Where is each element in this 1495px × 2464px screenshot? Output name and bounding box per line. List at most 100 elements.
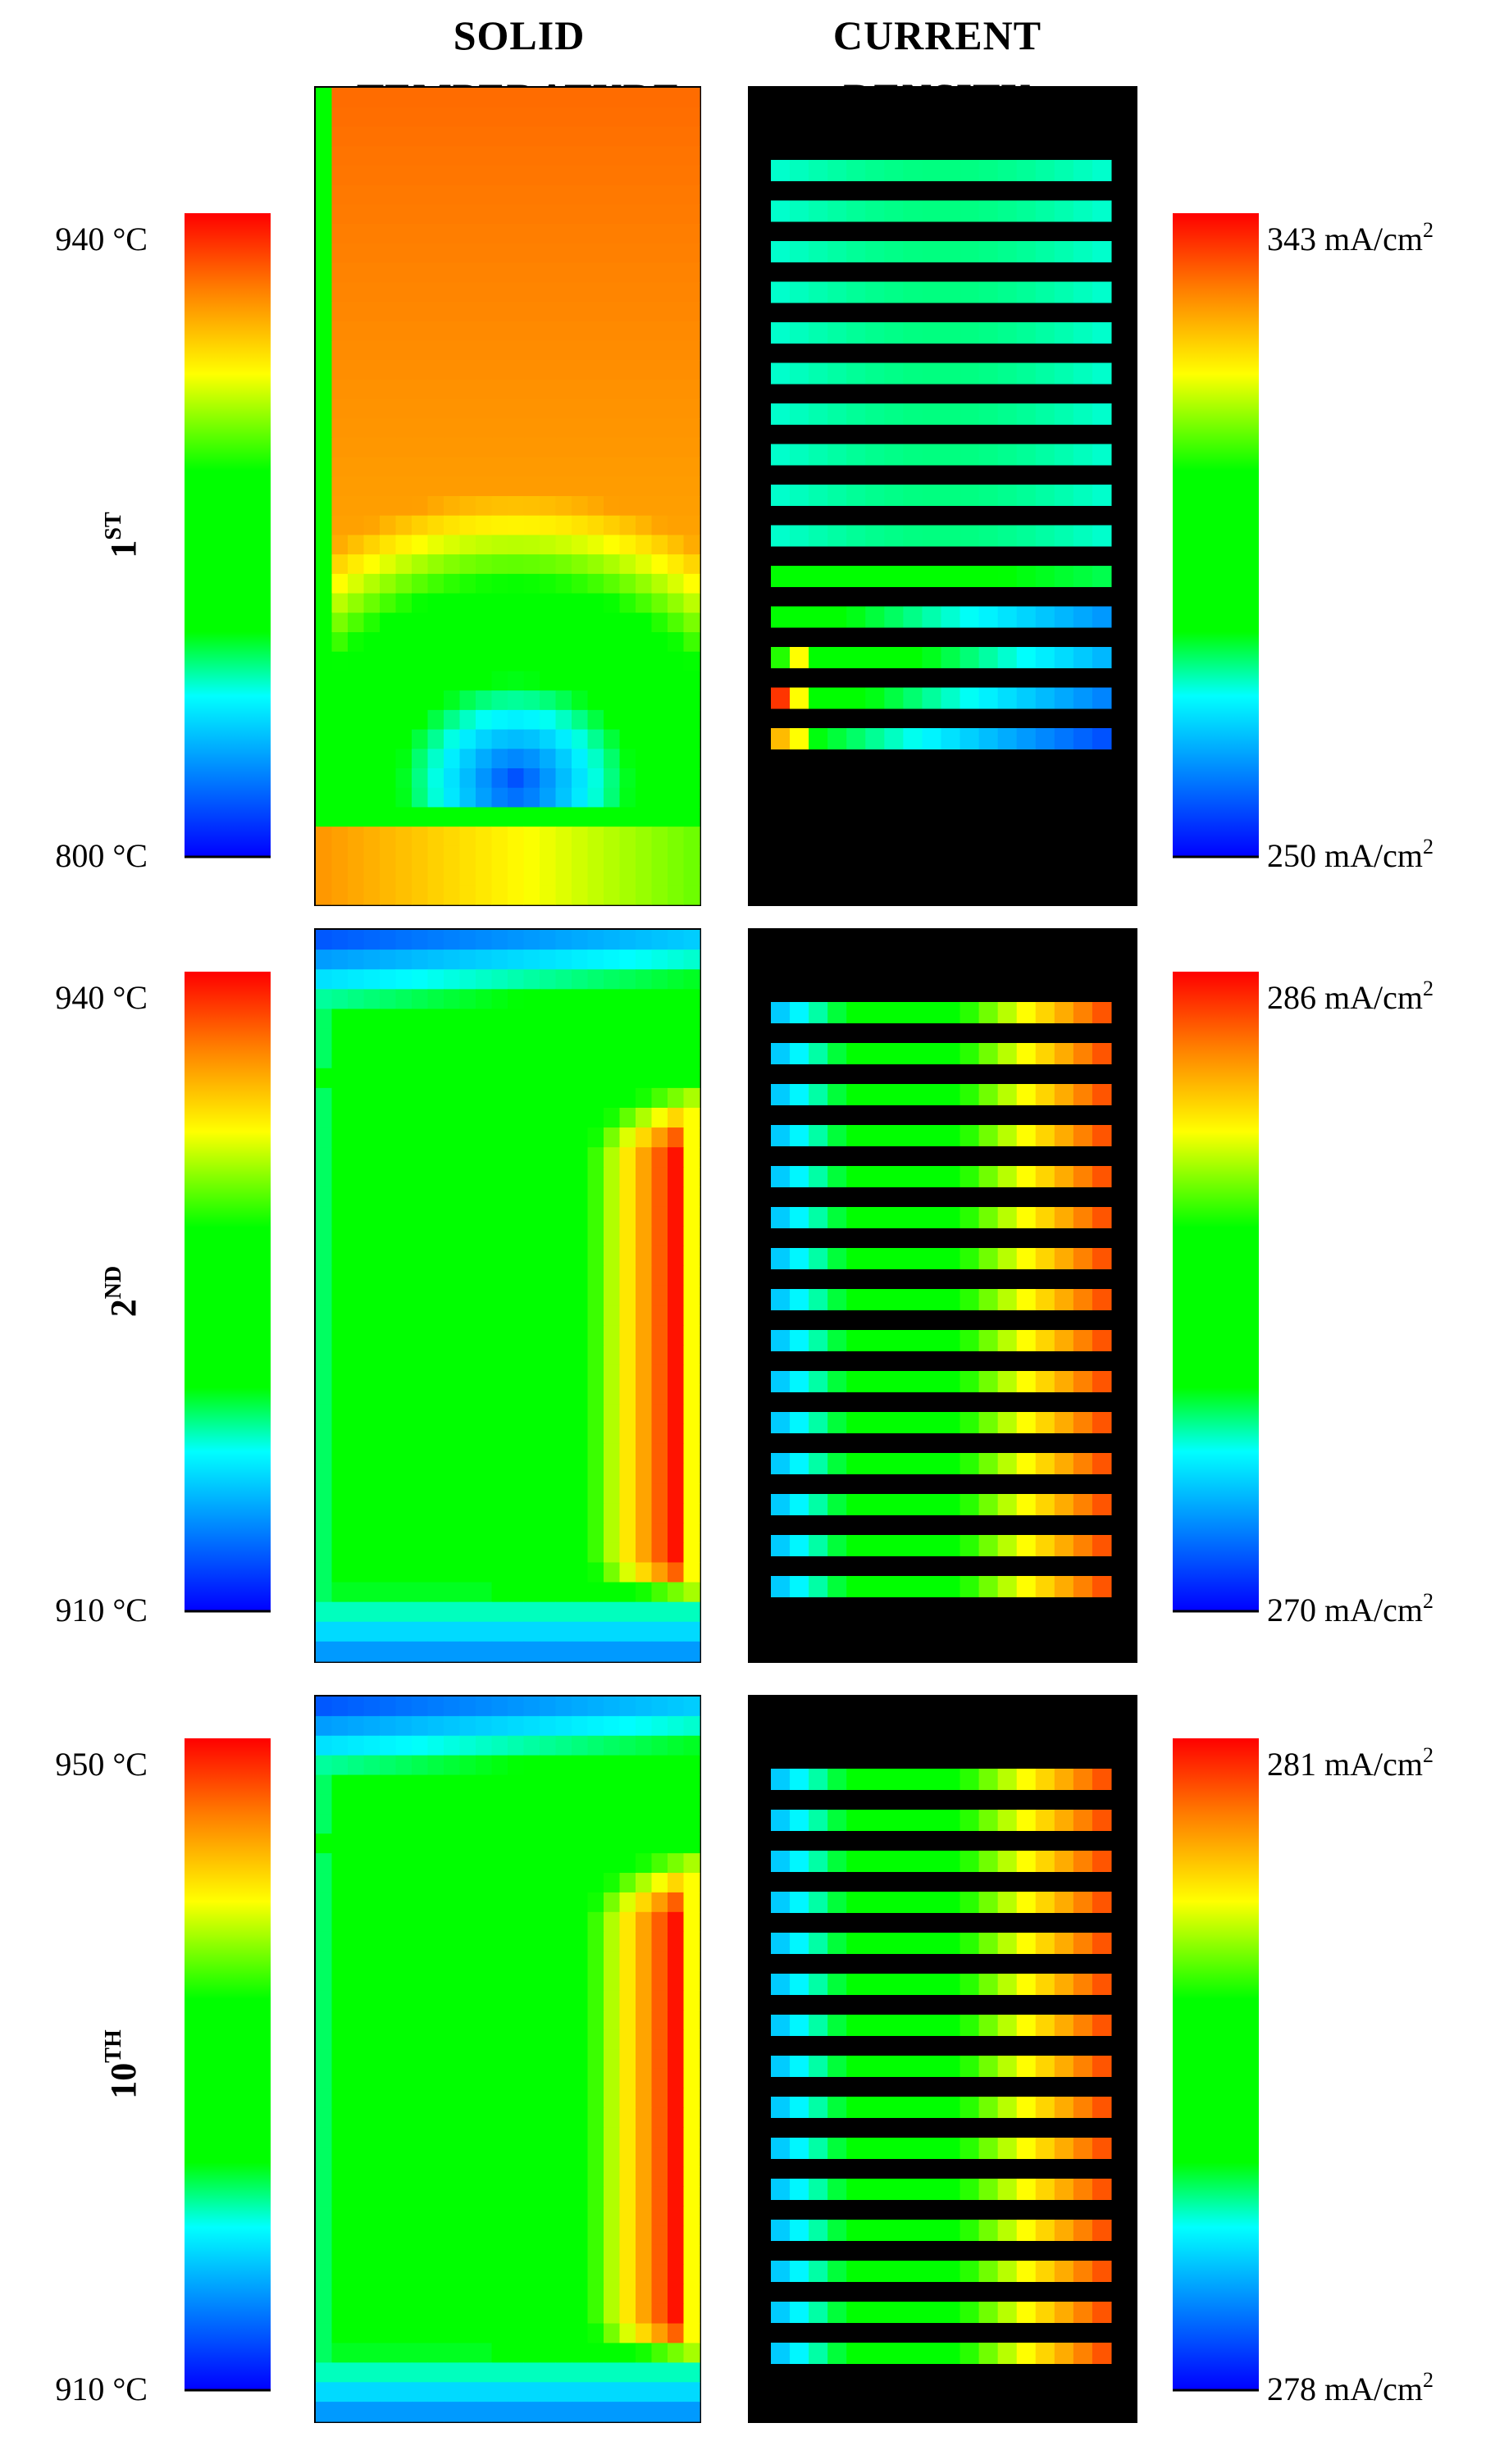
- current-channel-segment: [827, 1769, 847, 1790]
- temperature-cell: [395, 827, 412, 847]
- temperature-cell: [636, 1186, 653, 1208]
- temperature-cell: [316, 340, 333, 361]
- temperature-cell: [395, 535, 412, 555]
- temperature-cell: [444, 651, 461, 672]
- current-channel-segment: [1035, 2261, 1055, 2282]
- current-channel-segment: [771, 241, 791, 262]
- current-channel-segment: [922, 200, 941, 222]
- current-channel-segment: [941, 566, 961, 587]
- temperature-cell: [572, 2244, 589, 2266]
- current-channel: [771, 1289, 1112, 1310]
- current-channel-segment: [884, 1851, 904, 1872]
- temperature-cell: [683, 593, 700, 613]
- temperature-cell: [363, 593, 381, 613]
- temperature-cell: [668, 2225, 685, 2246]
- temperature-cell: [363, 827, 381, 847]
- temperature-cell: [604, 1582, 621, 1603]
- temperature-cell: [523, 2206, 540, 2226]
- temperature-cell: [604, 88, 621, 108]
- current-channel-segment: [1054, 2015, 1074, 2036]
- temperature-cell: [508, 1542, 525, 1564]
- current-channel-segment: [827, 1002, 847, 1023]
- temperature-cell: [636, 671, 653, 691]
- temperature-cell: [651, 1794, 668, 1815]
- temperature-cell: [668, 146, 685, 166]
- temperature-cell: [427, 1345, 444, 1365]
- temperature-cell: [572, 1931, 589, 1952]
- temperature-cell: [331, 515, 349, 536]
- temperature-cell: [348, 1265, 365, 1287]
- temperature-cell: [523, 301, 540, 322]
- temperature-cell: [683, 2225, 700, 2246]
- current-channel-segment: [1092, 1207, 1112, 1228]
- temperature-cell: [363, 1087, 381, 1109]
- temperature-cell: [380, 340, 397, 361]
- temperature-cell: [572, 845, 589, 867]
- temperature-cell: [619, 2382, 636, 2403]
- temperature-cell: [587, 1285, 604, 1306]
- temperature-cell: [395, 340, 412, 361]
- current-channel-segment: [1016, 2220, 1037, 2241]
- temperature-cell: [587, 379, 604, 400]
- current-channel-segment: [827, 647, 847, 668]
- temperature-cell: [508, 1911, 525, 1933]
- temperature-cell: [587, 496, 604, 517]
- current-channel-segment: [846, 2138, 866, 2159]
- current-channel-segment: [997, 1851, 1018, 1872]
- current-channel-segment: [1092, 2220, 1112, 2241]
- temperature-cell: [508, 1345, 525, 1365]
- temperature-cell: [508, 2225, 525, 2246]
- temperature-cell: [412, 1009, 429, 1030]
- temperature-cell: [604, 2264, 621, 2285]
- temperature-cell: [395, 613, 412, 633]
- temperature-cell: [523, 1523, 540, 1543]
- temperature-cell: [572, 1028, 589, 1050]
- temperature-cell: [476, 399, 493, 419]
- temperature-cell: [427, 593, 444, 613]
- temperature-cell: [395, 1087, 412, 1109]
- temperature-cell: [316, 1404, 333, 1425]
- temperature-cell: [683, 845, 700, 867]
- temperature-cell: [316, 1970, 333, 1991]
- temperature-cell: [540, 496, 557, 517]
- temperature-cell: [363, 1226, 381, 1247]
- temperature-cell: [427, 224, 444, 244]
- temperature-cell: [668, 107, 685, 128]
- temperature-cell: [587, 2029, 604, 2050]
- temperature-cell: [587, 1892, 604, 1913]
- temperature-cell: [395, 437, 412, 458]
- temperature-cell: [636, 360, 653, 380]
- temperature-cell: [316, 1814, 333, 1834]
- temperature-cell: [395, 1107, 412, 1128]
- current-channel: [771, 1453, 1112, 1474]
- temperature-cell: [316, 1028, 333, 1050]
- temperature-cell: [540, 1107, 557, 1128]
- current-channel-segment: [809, 2138, 828, 2159]
- current-channel-segment: [1035, 1453, 1055, 1474]
- current-channel-segment: [941, 1125, 961, 1146]
- current-channel-segment: [1035, 1330, 1055, 1351]
- temperature-cell: [331, 204, 349, 225]
- temperature-cell: [508, 2010, 525, 2030]
- temperature-cell: [604, 1305, 621, 1326]
- current-channel-segment: [884, 1412, 904, 1433]
- temperature-cell: [316, 2225, 333, 2246]
- temperature-cell: [412, 2127, 429, 2148]
- temperature-cell: [508, 807, 525, 827]
- temperature-cell: [459, 1364, 476, 1386]
- temperature-cell: [508, 1463, 525, 1484]
- current-channel-segment: [790, 485, 809, 506]
- temperature-cell: [444, 399, 461, 419]
- temperature-cell: [348, 1621, 365, 1642]
- temperature-cell: [540, 827, 557, 847]
- temperature-min-label: 800 °C: [55, 837, 148, 874]
- current-channel-segment: [1035, 1166, 1055, 1187]
- temperature-cell: [572, 204, 589, 225]
- temperature-cell: [316, 321, 333, 341]
- temperature-cell: [668, 1325, 685, 1346]
- temperature-cell: [476, 2303, 493, 2325]
- temperature-cell: [651, 709, 668, 731]
- temperature-cell: [444, 1601, 461, 1623]
- temperature-cell: [491, 1305, 508, 1326]
- temperature-cell: [619, 1206, 636, 1227]
